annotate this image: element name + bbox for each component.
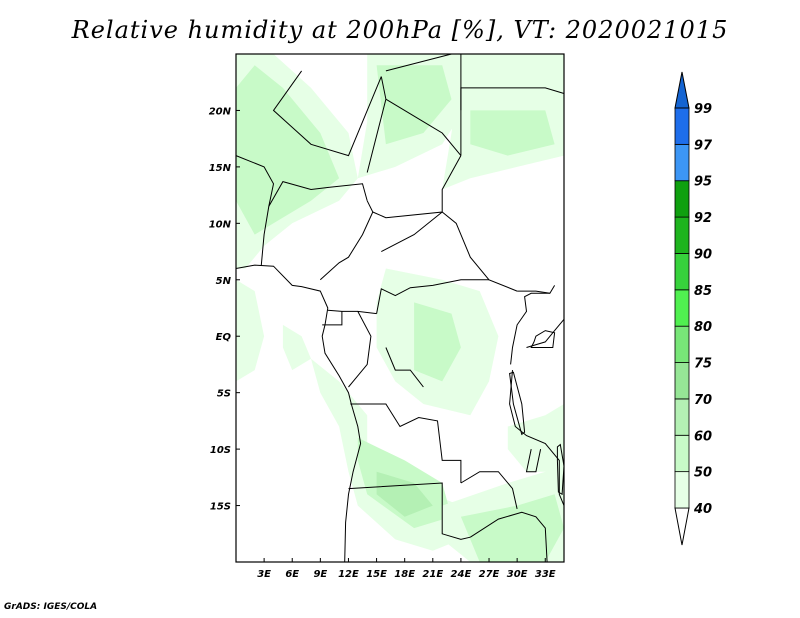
border-line [348,482,471,540]
colorbar-box [674,143,690,182]
humidity-region [282,324,311,371]
lat-label: 15S [210,502,231,513]
border-line [327,309,377,315]
colorbar-label: 85 [694,284,712,299]
border-line [460,471,518,510]
border-line [268,181,368,207]
colorbar-label: 90 [694,247,712,262]
border-line [235,155,275,266]
border-line [460,87,565,111]
border-line [322,311,343,326]
lon-label: 3E [257,569,271,580]
lat-label: 5S [217,389,231,400]
colorbar: 40 50 60 70 75 80 85 90 92 95 97 99 [674,71,713,546]
border-line [509,370,565,506]
humidity-region [236,65,340,235]
border-line [510,285,556,365]
lon-label: 18E [394,569,415,580]
colorbar-label: 70 [694,393,712,408]
colorbar-box [674,471,690,509]
lake-outline [556,443,565,496]
border-line [350,403,462,483]
lon-label: 6E [285,569,299,580]
colorbar-label: 40 [693,502,712,517]
border-line [376,279,489,314]
humidity-region [236,279,265,382]
colorbar-label: 80 [694,320,712,335]
humidity-region [414,302,461,382]
lon-label: 24E [451,569,472,580]
colorbar-label: 99 [694,102,712,117]
map-axes: 20N 15N 10N 5N EQ 5S 10S 15S 3E 6E 9E 12E 15E 18E 21E 2… [209,106,556,580]
border-line [525,448,542,473]
border-line [385,98,462,156]
figure-title: Relative humidity at 200hPa [%], VT: 202… [71,16,729,44]
colorbar-box [674,398,690,436]
humidity-region [376,471,433,517]
lake-outline [509,371,526,436]
lon-label: 30E [507,569,528,580]
colorbar-box [674,253,690,291]
lon-label: 27E [479,569,500,580]
lat-label: 10S [210,445,231,456]
lon-label: 33E [535,569,556,580]
colorbar-label: 50 [694,466,712,481]
humidity-region [460,494,564,562]
lon-label: 21E [422,569,443,580]
border-line [470,511,548,563]
colorbar-lower-arrow [674,507,690,546]
border-line [517,290,550,294]
colorbar-box [674,325,690,363]
colorbar-label: 60 [694,429,712,444]
lon-label: 9E [313,569,327,580]
colorbar-box [674,216,690,254]
colorbar-box [674,289,690,327]
lat-label: EQ [216,332,232,343]
humidity-region [507,404,564,472]
humidity-region [376,65,452,145]
lake-outline [530,330,556,348]
lat-label: 15N [209,163,232,174]
lat-label: 10N [209,219,232,230]
border-line [235,264,362,563]
border-line [385,53,452,72]
colorbar-label: 92 [694,211,712,226]
border-line [385,347,424,388]
lat-label: 5N [216,276,232,287]
border-line [526,318,565,348]
humidity-field [236,54,564,562]
border-line [272,70,382,157]
border-line [319,200,374,281]
colorbar-box [674,180,690,218]
border-line [348,311,372,388]
colorbar-box [674,107,690,145]
lon-label: 15E [366,569,387,580]
lon-label: 12E [338,569,359,580]
colorbar-label: 95 [694,175,712,190]
map-frame [235,53,565,563]
humidity-region [470,110,555,156]
lat-label: 20N [209,106,232,117]
colorbar-box [674,362,690,400]
colorbar-label: 75 [694,357,712,372]
colorbar-label: 97 [694,138,713,153]
colorbar-upper-arrow [674,71,690,109]
grads-credit: GrADS: IGES/COLA [4,602,98,612]
colorbar-box [674,434,690,473]
